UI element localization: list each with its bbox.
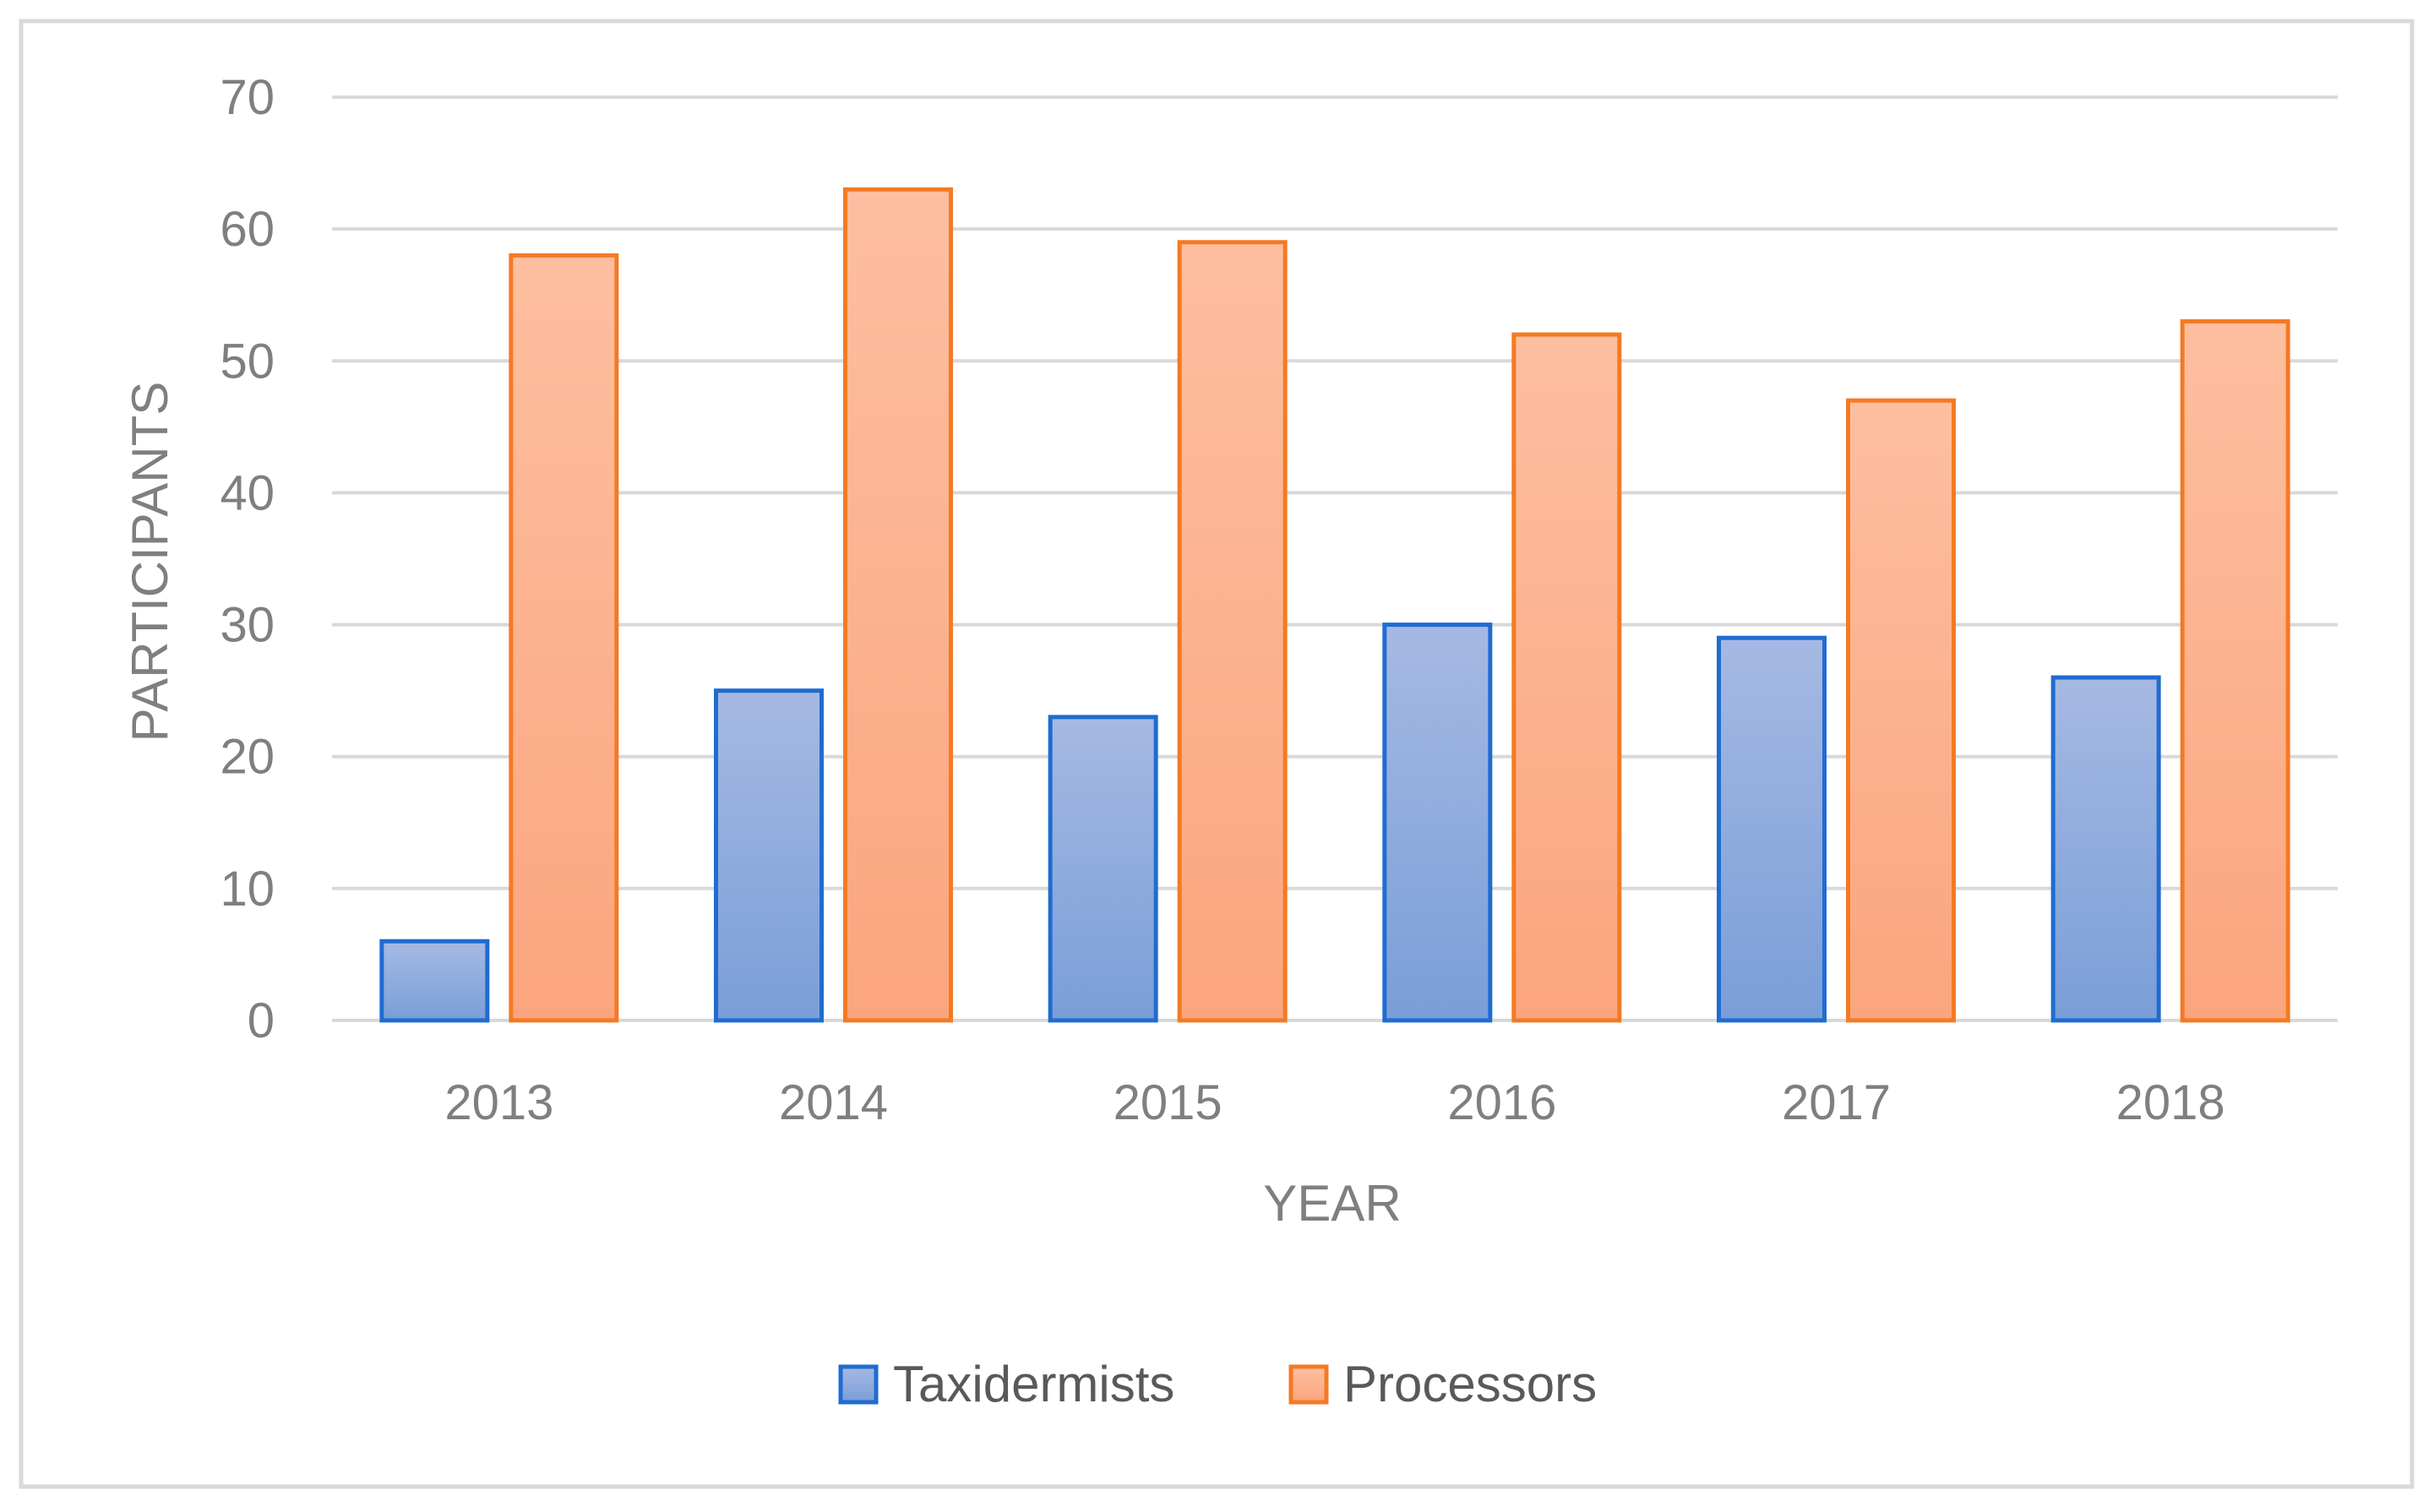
gridlines <box>332 95 2338 1022</box>
y-tick-label-30: 30 <box>220 598 275 653</box>
y-tick-label-60: 60 <box>220 202 275 257</box>
bars <box>379 187 2290 1023</box>
x-tick-label-2014: 2014 <box>779 1075 888 1130</box>
x-axis-ticks: 2013 2014 2015 2016 2017 2018 <box>444 1075 2224 1130</box>
y-tick-label-50: 50 <box>220 334 275 389</box>
y-axis-ticks: 0 10 20 30 40 50 60 70 <box>220 70 275 1048</box>
y-axis-title: PARTICIPANTS <box>122 382 178 742</box>
y-tick-label-70: 70 <box>220 70 275 125</box>
x-tick-label-2016: 2016 <box>1447 1075 1556 1130</box>
legend-swatch-processors <box>1288 1364 1329 1405</box>
bar-processors-2014 <box>843 187 953 1023</box>
bar-taxidermists-2018 <box>2050 675 2161 1023</box>
bar-processors-2018 <box>2180 318 2290 1023</box>
x-axis-title: YEAR <box>1263 1175 1401 1232</box>
legend-item-taxidermists: Taxidermists <box>838 1356 1174 1412</box>
bar-taxidermists-2013 <box>379 938 490 1023</box>
bar-processors-2016 <box>1511 332 1622 1023</box>
y-tick-label-40: 40 <box>220 465 275 520</box>
x-tick-label-2018: 2018 <box>2116 1075 2225 1130</box>
legend-swatch-taxidermists <box>838 1364 879 1405</box>
bar-taxidermists-2016 <box>1382 623 1493 1023</box>
bar-taxidermists-2014 <box>714 688 824 1023</box>
bar-processors-2015 <box>1177 240 1288 1023</box>
x-tick-label-2017: 2017 <box>1782 1075 1891 1130</box>
legend: Taxidermists Processors <box>838 1356 1597 1412</box>
x-tick-label-2015: 2015 <box>1114 1075 1222 1130</box>
bar-taxidermists-2017 <box>1717 635 1827 1023</box>
legend-label-taxidermists: Taxidermists <box>893 1356 1174 1412</box>
legend-item-processors: Processors <box>1288 1356 1597 1412</box>
bar-processors-2013 <box>509 253 619 1023</box>
x-tick-label-2013: 2013 <box>444 1075 553 1130</box>
legend-label-processors: Processors <box>1343 1356 1597 1412</box>
bar-taxidermists-2015 <box>1048 715 1158 1023</box>
bar-processors-2017 <box>1846 398 1956 1023</box>
y-tick-label-10: 10 <box>220 862 275 916</box>
y-tick-label-20: 20 <box>220 730 275 785</box>
y-tick-label-0: 0 <box>248 993 275 1048</box>
